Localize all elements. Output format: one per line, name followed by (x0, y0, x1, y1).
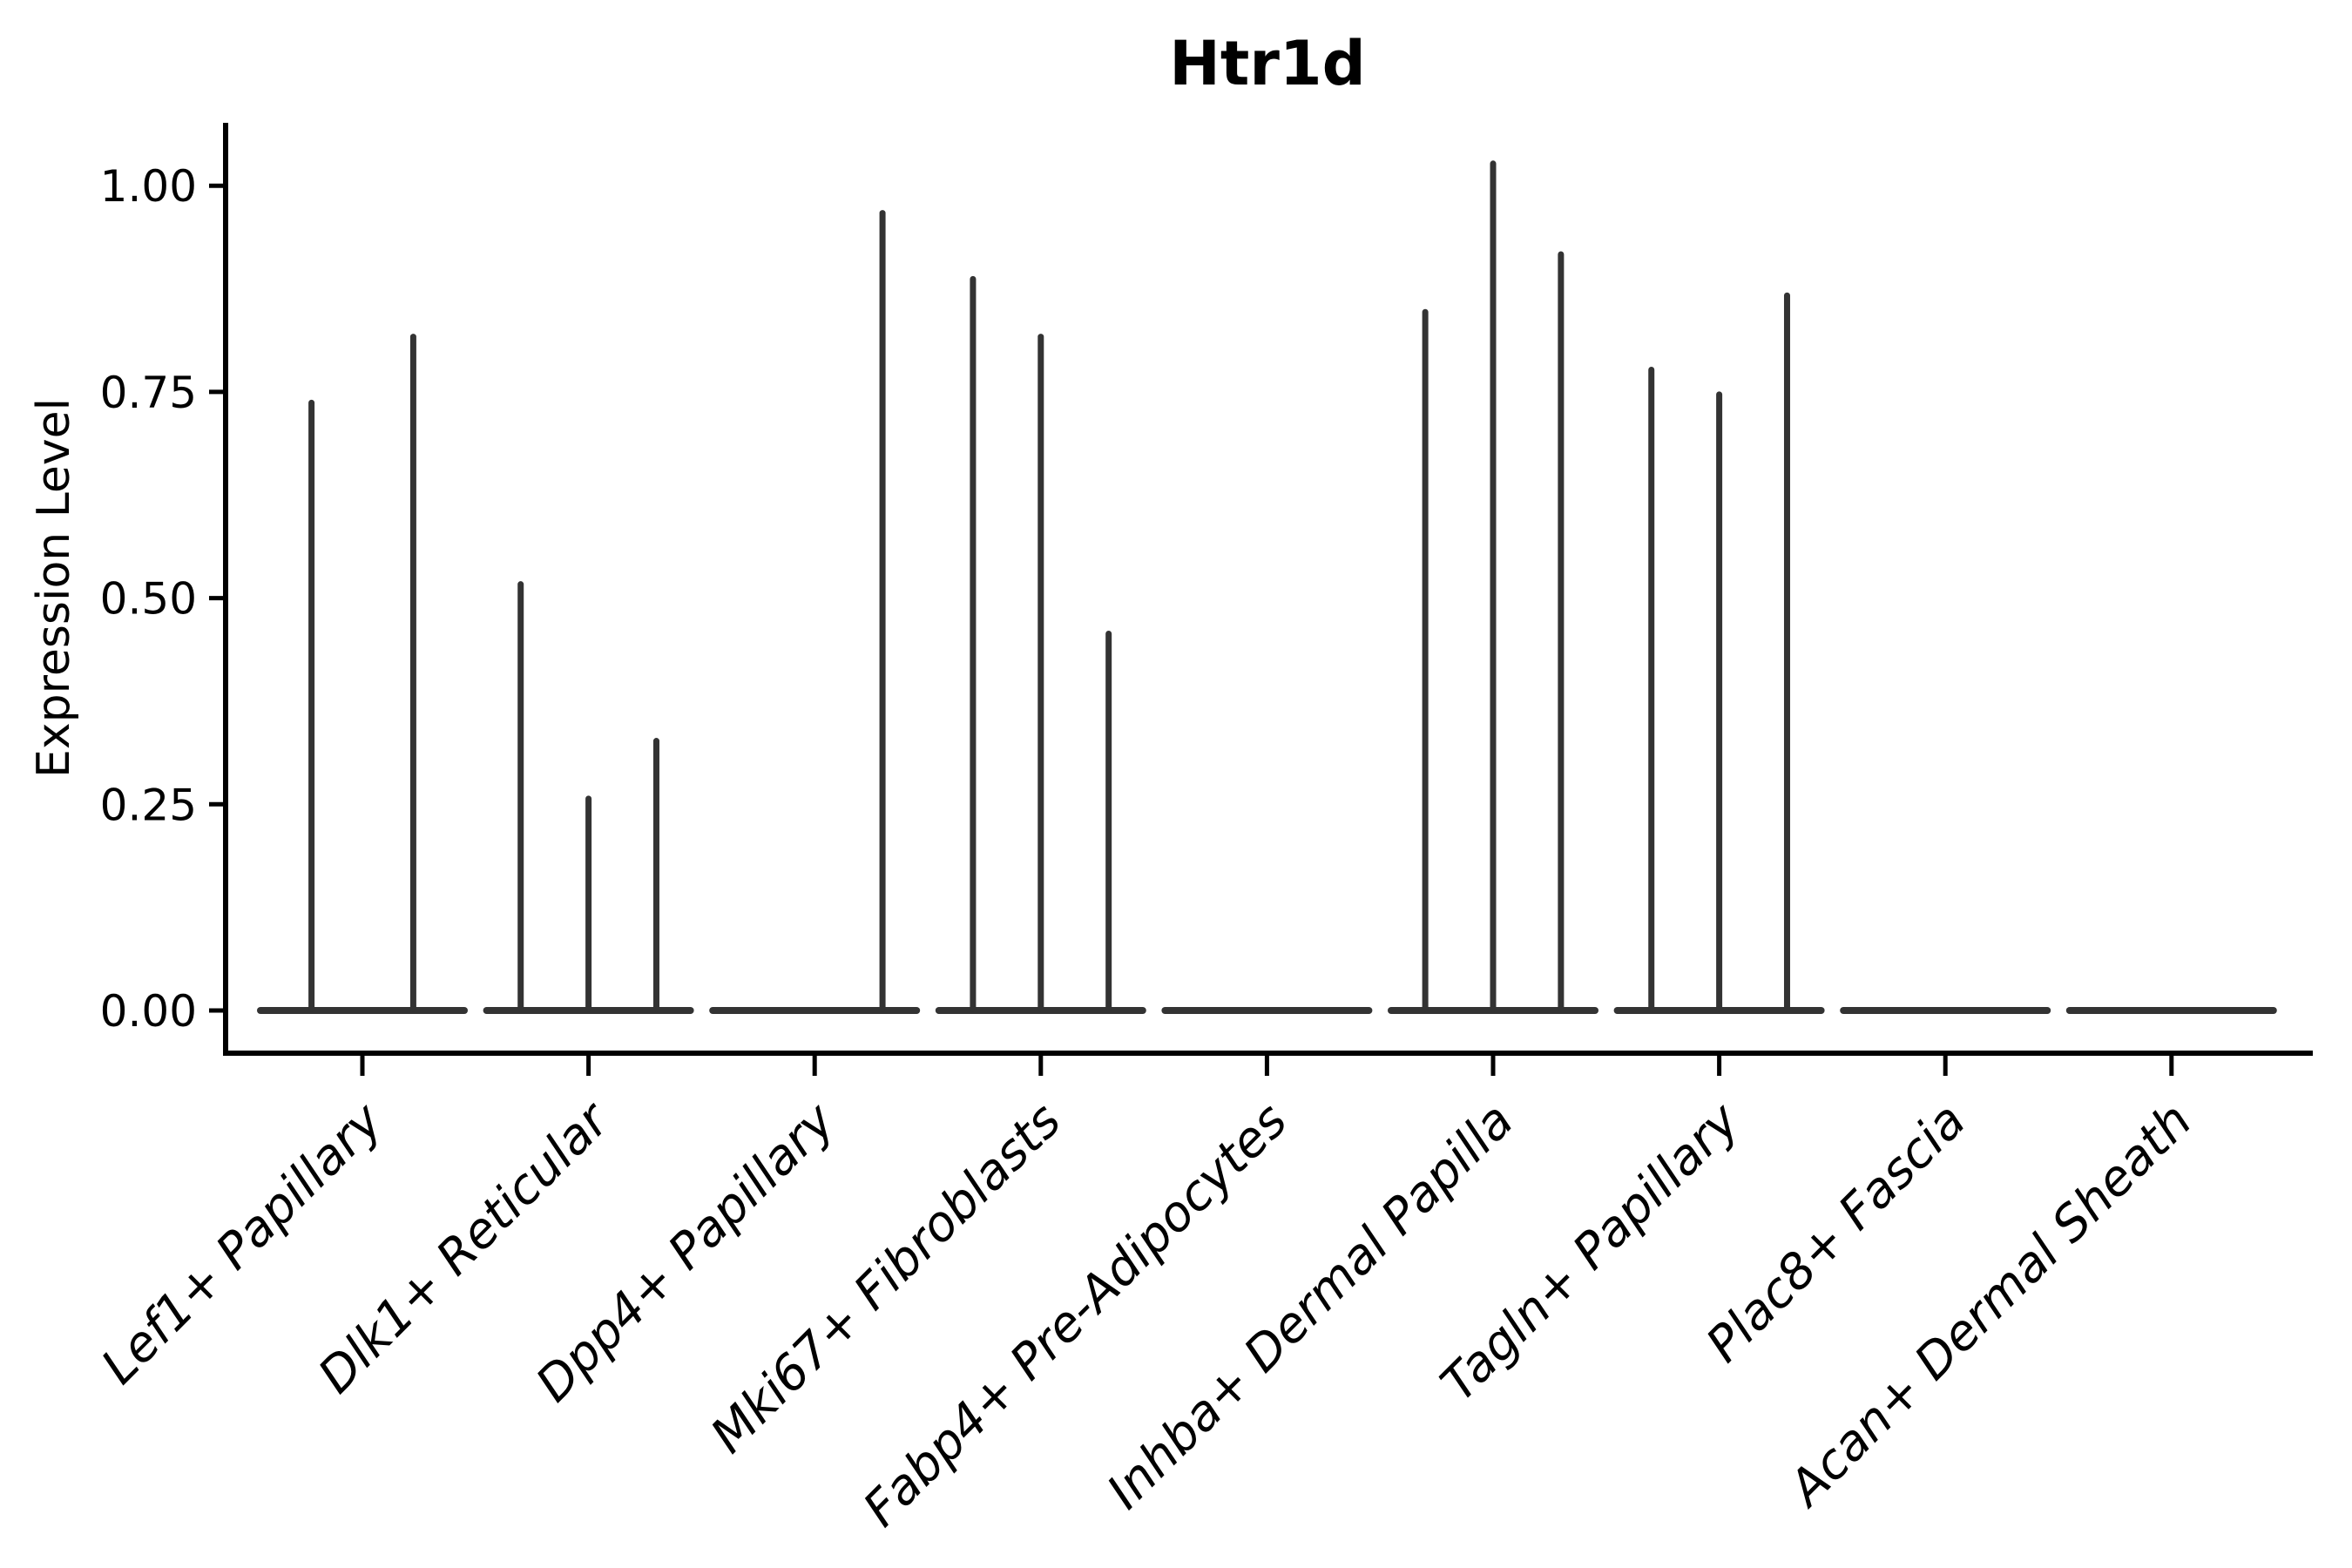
y-tick-label: 1.00 (100, 161, 197, 212)
x-tick-label: Inhba+ Dermal Papilla (1097, 1092, 1524, 1520)
y-tick-label: 0.25 (100, 780, 197, 830)
y-tick-label: 0.50 (100, 574, 197, 625)
chart-title: Htr1d (1169, 28, 1366, 99)
y-tick-label: 0.75 (100, 368, 197, 418)
y-tick-label: 0.00 (100, 986, 197, 1037)
x-tick-label: Fabp4+ Pre-Adipocytes (853, 1092, 1298, 1538)
x-tick-label: Acan+ Dermal Sheath (1777, 1092, 2203, 1518)
